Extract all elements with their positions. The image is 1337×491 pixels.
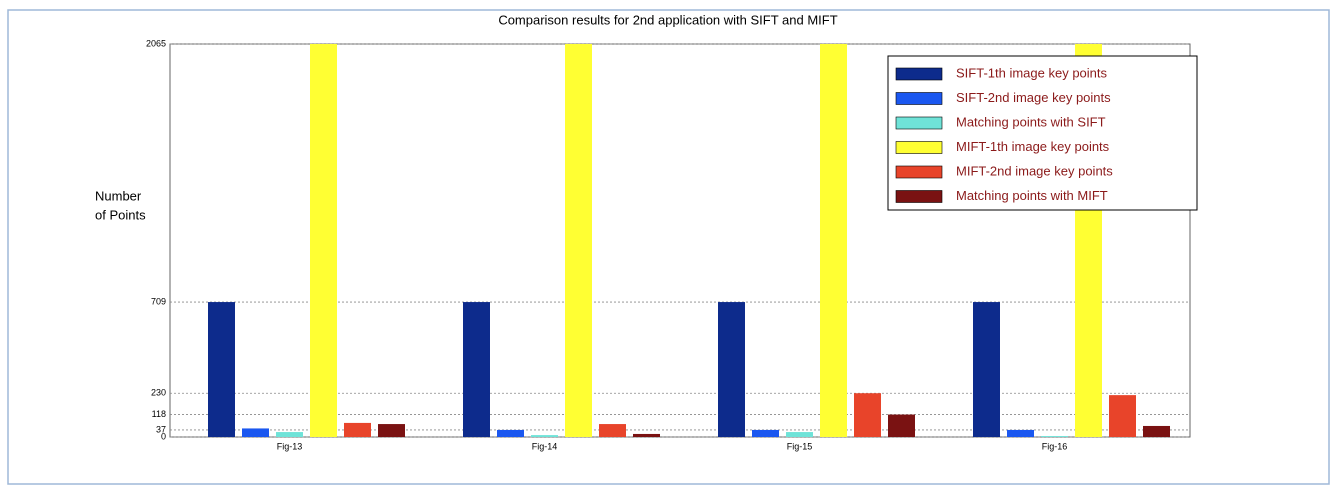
legend-label: MIFT-1th image key points [956, 139, 1110, 154]
bar [633, 433, 660, 437]
bar [463, 302, 490, 437]
bar [208, 302, 235, 437]
legend-swatch [895, 116, 943, 130]
x-tick-label: Fig-14 [532, 441, 558, 451]
legend-swatch [895, 141, 943, 154]
y-tick-label: 118 [152, 409, 166, 419]
legend-swatch [895, 67, 943, 81]
y-tick-label: 2065 [146, 38, 166, 48]
bar [242, 428, 269, 437]
bar [973, 302, 1000, 437]
bar [344, 422, 371, 437]
legend-swatch [895, 190, 943, 203]
legend-box [887, 55, 1198, 211]
bar [786, 432, 813, 437]
bar [276, 432, 303, 437]
x-tick-label: Fig-16 [1042, 441, 1068, 451]
bar [531, 435, 558, 437]
bar [752, 429, 779, 437]
y-tick-label: 230 [151, 388, 166, 398]
bar [1007, 429, 1034, 437]
bar [1041, 436, 1068, 437]
bar [1109, 395, 1136, 437]
bar [565, 44, 592, 437]
bar [820, 44, 847, 437]
bar [888, 414, 915, 437]
y-tick-label: 709 [151, 296, 166, 306]
bar [378, 424, 405, 437]
legend-swatch [895, 92, 943, 105]
y-axis-label: of Points [95, 207, 146, 222]
x-tick-label: Fig-13 [277, 441, 303, 451]
legend-label: MIFT-2nd image key points [956, 163, 1113, 178]
legend-label: Matching points with SIFT [956, 114, 1106, 129]
chart-title: Comparison results for 2nd application w… [498, 12, 837, 27]
x-tick-label: Fig-15 [787, 441, 813, 451]
bar [718, 302, 745, 437]
bar [854, 393, 881, 437]
legend-label: SIFT-2nd image key points [956, 90, 1111, 105]
bar [310, 44, 337, 437]
legend-label: Matching points with MIFT [956, 188, 1108, 203]
bar [1143, 425, 1170, 437]
legend-label: SIFT-1th image key points [956, 65, 1108, 80]
y-axis-label: Number [95, 188, 142, 203]
y-tick-label: 37 [156, 424, 166, 434]
legend-swatch [895, 165, 943, 179]
bar [497, 429, 524, 437]
y-tick-label: 0 [161, 431, 166, 441]
bar [599, 424, 626, 437]
